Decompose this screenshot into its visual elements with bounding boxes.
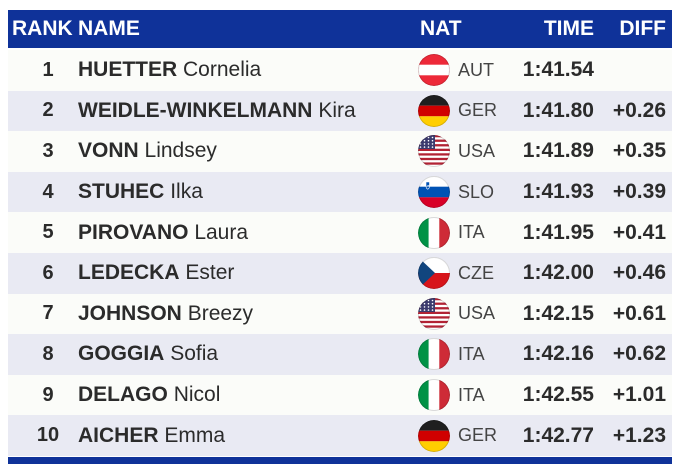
rank-value: 10	[36, 424, 60, 447]
rank-value: 2	[42, 99, 54, 122]
ger-flag-icon	[418, 94, 454, 127]
table-row[interactable]: 5 PIROVANO Laura ITA 1:41.95 +0.41	[8, 212, 672, 253]
time-value: 1:42.16	[522, 342, 594, 366]
athlete-firstname: Kira	[318, 98, 356, 122]
nat-code: USA	[458, 303, 496, 324]
header-name: NAME	[78, 17, 140, 40]
athlete-firstname: Laura	[194, 220, 249, 244]
athlete-surname: JOHNSON	[78, 301, 182, 325]
athlete-firstname: Cornelia	[183, 58, 262, 82]
rank-value: 4	[42, 180, 54, 203]
table-row[interactable]: 7 JOHNSON Breezy USA 1:42.15 +0.61	[8, 293, 672, 335]
athlete-name: HUETTER Cornelia	[78, 58, 418, 82]
table-row[interactable]: 4 STUHEC Ilka SLO 1:41.93 +0.39	[8, 171, 672, 213]
table-row[interactable]: 10 AICHER Emma GER 1:42.77 +1.23	[8, 415, 672, 456]
athlete-surname: HUETTER	[78, 58, 178, 82]
athlete-name: WEIDLE-WINKELMANN Kira	[78, 99, 418, 123]
diff-value: +0.61	[612, 301, 666, 325]
header-time: TIME	[543, 17, 594, 40]
athlete-name: GOGGIA Sofia	[78, 342, 418, 366]
athlete-firstname: Nicol	[173, 383, 221, 407]
time-value: 1:41.89	[522, 139, 594, 163]
rank-value: 5	[42, 221, 54, 244]
nat-code: ITA	[458, 222, 485, 243]
aut-flag-icon	[418, 54, 454, 87]
table-row[interactable]: 1 HUETTER Cornelia AUT 1:41.54	[8, 50, 672, 91]
header-rank: RANK	[12, 17, 73, 40]
rank-value: 1	[42, 58, 54, 81]
header-nat: NAT	[420, 17, 462, 40]
rank-value: 8	[42, 342, 54, 365]
athlete-name: VONN Lindsey	[78, 139, 418, 163]
table-row[interactable]: 2 WEIDLE-WINKELMANN Kira GER 1:41.80 +0.26	[8, 90, 672, 132]
table-row[interactable]: 3 VONN Lindsey USA 1:41.89 +0.35	[8, 131, 672, 172]
diff-value: +0.35	[612, 139, 666, 163]
table-row[interactable]: 9 DELAGO Nicol ITA 1:42.55 +1.01	[8, 374, 672, 416]
athlete-firstname: Emma	[164, 423, 226, 447]
time-value: 1:42.00	[522, 261, 594, 285]
athlete-firstname: Sofia	[170, 342, 219, 366]
nat-code: USA	[458, 140, 496, 161]
ita-flag-icon	[418, 338, 454, 371]
athlete-name: STUHEC Ilka	[78, 180, 418, 204]
time-value: 1:42.15	[522, 301, 594, 325]
athlete-surname: VONN	[78, 139, 139, 163]
athlete-name: PIROVANO Laura	[78, 221, 418, 245]
usa-flag-icon	[418, 297, 454, 330]
header-diff: DIFF	[619, 17, 666, 40]
athlete-surname: WEIDLE-WINKELMANN	[78, 98, 313, 122]
diff-value: +0.41	[612, 220, 666, 244]
rank-value: 9	[42, 383, 54, 406]
results-table: RANK NAME NAT TIME DIFF 1 HUETTER Corneli…	[8, 10, 672, 464]
diff-value: +0.62	[612, 342, 666, 366]
diff-value: +0.26	[612, 98, 666, 122]
athlete-name: LEDECKA Ester	[78, 261, 418, 285]
time-value: 1:41.80	[522, 98, 594, 122]
athlete-firstname: Breezy	[187, 301, 254, 325]
athlete-name: DELAGO Nicol	[78, 383, 418, 407]
nat-code: SLO	[458, 181, 495, 202]
rank-value: 7	[42, 302, 54, 325]
usa-flag-icon	[418, 135, 454, 168]
athlete-surname: STUHEC	[78, 180, 165, 204]
table-body: 1 HUETTER Cornelia AUT 1:41.54 2 WEIDLE-WINKE…	[8, 50, 672, 456]
athlete-surname: AICHER	[78, 423, 159, 447]
athlete-name: JOHNSON Breezy	[78, 302, 418, 326]
nat-code: ITA	[458, 343, 485, 364]
athlete-firstname: Lindsey	[144, 139, 217, 163]
athlete-firstname: Ilka	[170, 180, 203, 204]
ita-flag-icon	[418, 216, 454, 249]
diff-value: +1.01	[612, 383, 666, 407]
rank-value: 3	[42, 139, 54, 162]
ita-flag-icon	[418, 379, 454, 412]
nat-code: CZE	[458, 262, 494, 283]
diff-value: +0.46	[612, 261, 666, 285]
athlete-name: AICHER Emma	[78, 424, 418, 448]
nat-code: GER	[458, 425, 498, 446]
rank-value: 6	[42, 261, 54, 284]
time-value: 1:42.55	[522, 383, 594, 407]
time-value: 1:42.77	[522, 423, 594, 447]
table-row[interactable]: 8 GOGGIA Sofia ITA 1:42.16 +0.62	[8, 334, 672, 375]
athlete-surname: LEDECKA	[78, 261, 180, 285]
time-value: 1:41.54	[522, 58, 594, 82]
diff-value: +0.39	[612, 180, 666, 204]
nat-code: AUT	[458, 59, 494, 80]
cze-flag-icon	[418, 257, 454, 290]
table-header: RANK NAME NAT TIME DIFF	[8, 10, 672, 48]
nat-code: ITA	[458, 384, 485, 405]
time-value: 1:41.93	[522, 180, 594, 204]
athlete-surname: PIROVANO	[78, 220, 189, 244]
athlete-surname: GOGGIA	[78, 342, 165, 366]
table-row[interactable]: 6 LEDECKA Ester CZE 1:42.00 +0.46	[8, 252, 672, 294]
athlete-surname: DELAGO	[78, 383, 168, 407]
nat-code: GER	[458, 100, 498, 121]
diff-value: +1.23	[612, 423, 666, 447]
slo-flag-icon	[418, 176, 454, 209]
ger-flag-icon	[418, 419, 454, 452]
footer-bar	[8, 456, 672, 464]
athlete-firstname: Ester	[185, 261, 235, 285]
time-value: 1:41.95	[522, 220, 594, 244]
